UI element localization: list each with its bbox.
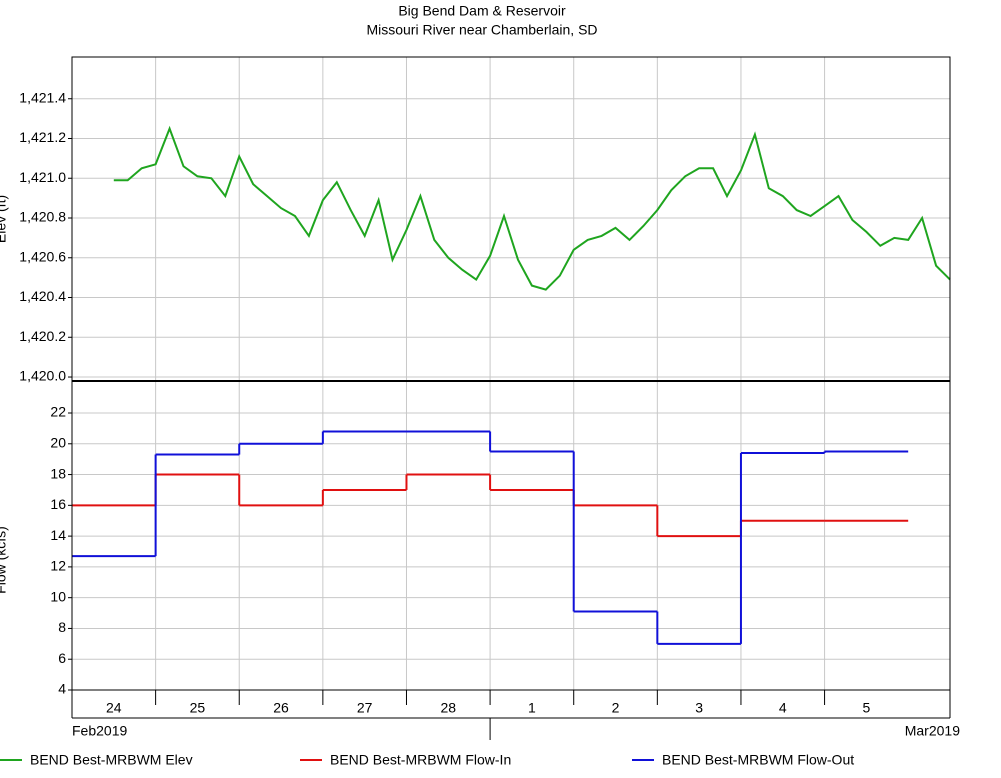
x-tick-label: 25 — [190, 700, 206, 716]
chart-title: Big Bend Dam & Reservoir — [398, 3, 566, 19]
x-tick-label: 24 — [106, 700, 122, 716]
y-tick-label: 1,421.2 — [19, 129, 66, 145]
y-tick-label: 1,421.4 — [19, 89, 66, 105]
y-tick-label: 1,420.2 — [19, 328, 66, 344]
month-label: Mar2019 — [905, 723, 960, 739]
x-tick-label: 5 — [862, 700, 870, 716]
plot-frame — [71, 56, 951, 691]
x-tick-label: 4 — [779, 700, 787, 716]
y-tick-label: 1,421.0 — [19, 169, 66, 185]
legend-label: BEND Best-MRBWM Flow-Out — [662, 752, 854, 768]
x-tick-label: 27 — [357, 700, 373, 716]
y-tick-label: 14 — [50, 527, 66, 543]
y-axis-label: Elev (ft) — [0, 195, 9, 243]
y-tick-label: 4 — [58, 681, 66, 697]
y-tick-label: 6 — [58, 650, 66, 666]
y-tick-label: 8 — [58, 619, 66, 635]
month-label: Feb2019 — [72, 723, 127, 739]
x-tick-label: 3 — [695, 700, 703, 716]
x-tick-label: 28 — [440, 700, 456, 716]
y-tick-label: 12 — [50, 558, 66, 574]
y-tick-label: 16 — [50, 496, 66, 512]
y-tick-label: 1,420.6 — [19, 248, 66, 264]
y-tick-label: 18 — [50, 465, 66, 481]
legend-label: BEND Best-MRBWM Flow-In — [330, 752, 511, 768]
x-tick-label: 26 — [273, 700, 289, 716]
y-tick-label: 1,420.0 — [19, 368, 66, 384]
y-tick-label: 1,420.4 — [19, 288, 66, 304]
y-tick-label: 22 — [50, 404, 66, 420]
y-tick-label: 10 — [50, 588, 66, 604]
x-tick-label: 1 — [528, 700, 536, 716]
legend-label: BEND Best-MRBWM Elev — [30, 752, 193, 768]
chart-subtitle: Missouri River near Chamberlain, SD — [366, 22, 597, 38]
y-axis-label: Flow (kcfs) — [0, 526, 9, 594]
elev-line — [113, 125, 951, 291]
x-tick-label: 2 — [612, 700, 620, 716]
y-tick-label: 20 — [50, 434, 66, 450]
y-tick-label: 1,420.8 — [19, 209, 66, 225]
